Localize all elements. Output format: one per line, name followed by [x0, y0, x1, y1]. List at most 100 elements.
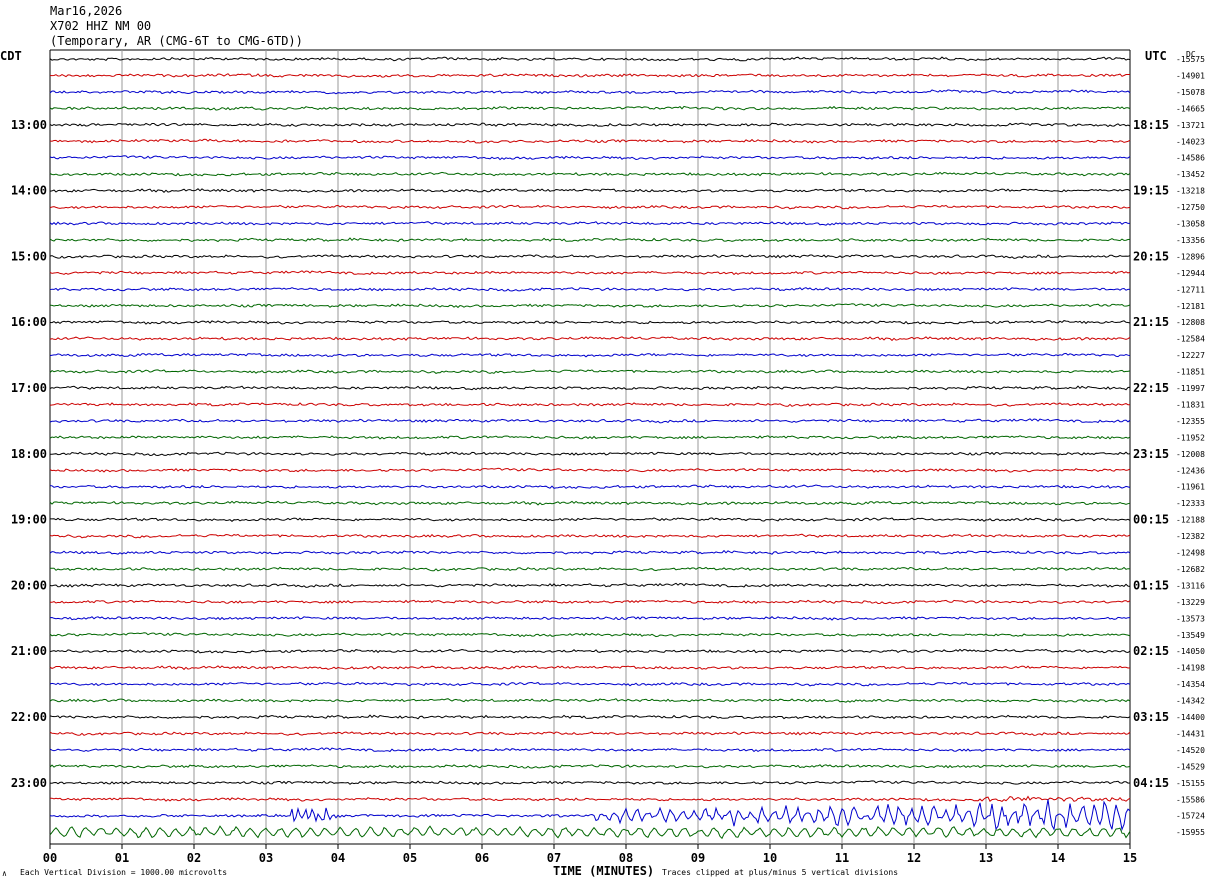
dc-offset-label: -14520	[1176, 746, 1205, 755]
cdt-axis-label: CDT	[0, 49, 22, 63]
seismic-trace	[49, 270, 1131, 276]
dc-offset-label: -14342	[1176, 697, 1205, 706]
seismic-trace	[49, 188, 1131, 193]
dc-offset-label: -13229	[1176, 598, 1205, 607]
dc-offset-label: -15955	[1176, 828, 1205, 837]
seismic-trace	[49, 435, 1131, 440]
dc-offset-label: -14198	[1176, 664, 1205, 673]
seismic-trace	[49, 352, 1131, 358]
dc-offset-label: -12355	[1176, 417, 1205, 426]
dc-offset-label: -14529	[1176, 762, 1205, 771]
dc-offset-label: -14586	[1176, 154, 1205, 163]
x-tick-label: 01	[115, 851, 129, 865]
date-label: Mar16,2026	[50, 4, 123, 18]
seismic-trace	[49, 500, 1131, 506]
seismic-trace	[49, 451, 1131, 457]
utc-hour-label: 20:15	[1133, 249, 1169, 263]
seismic-trace	[49, 795, 1131, 802]
dc-offset-label: -11961	[1176, 483, 1205, 492]
dc-offset-label: -11952	[1176, 433, 1205, 442]
cdt-hour-label: 22:00	[11, 710, 47, 724]
seismic-trace	[49, 698, 1131, 703]
utc-axis-label: UTC	[1145, 49, 1167, 63]
seismic-trace	[49, 764, 1131, 769]
dc-offset-label: -13721	[1176, 121, 1205, 130]
utc-hour-label: 23:15	[1133, 447, 1169, 461]
dc-offset-label: -13058	[1176, 220, 1205, 229]
dc-offset-label: -12944	[1176, 269, 1205, 278]
dc-offset-label: -14431	[1176, 729, 1205, 738]
seismic-trace	[49, 105, 1131, 111]
x-tick-label: 12	[907, 851, 921, 865]
dc-offset-label: -13573	[1176, 614, 1205, 623]
seismic-trace	[49, 747, 1131, 753]
cdt-hour-label: 17:00	[11, 381, 47, 395]
dc-offset-label: -14901	[1176, 71, 1205, 80]
station-label: X702 HHZ NM 00	[50, 19, 152, 33]
clip-note: Traces clipped at plus/minus 5 vertical …	[662, 868, 899, 877]
utc-hour-label: 04:15	[1133, 776, 1169, 790]
x-tick-label: 13	[979, 851, 993, 865]
x-tick-label: 03	[259, 851, 273, 865]
x-tick-label: 15	[1123, 851, 1137, 865]
seismic-trace	[49, 825, 1131, 840]
corner-mark: ∧	[2, 869, 7, 878]
cdt-hour-label: 21:00	[11, 644, 47, 658]
seismic-trace	[49, 566, 1131, 572]
dc-offset-label: -12711	[1176, 285, 1205, 294]
seismic-trace	[49, 320, 1131, 325]
seismic-trace	[49, 385, 1131, 391]
dc-offset-label: -13116	[1176, 581, 1205, 590]
seismic-trace	[49, 204, 1131, 210]
utc-hour-label: 21:15	[1133, 315, 1169, 329]
utc-hour-label: 02:15	[1133, 644, 1169, 658]
cdt-hour-label: 19:00	[11, 513, 47, 527]
cdt-hour-label: 16:00	[11, 315, 47, 329]
dc-offset-label: -12584	[1176, 335, 1205, 344]
seismic-trace	[49, 549, 1131, 555]
seismic-trace	[49, 402, 1130, 407]
seismic-trace	[49, 632, 1131, 638]
dc-offset-label: -12382	[1176, 532, 1205, 541]
scale-note: Each Vertical Division = 1000.00 microvo…	[20, 868, 228, 877]
seismic-trace	[49, 780, 1131, 786]
utc-hour-label: 01:15	[1133, 578, 1169, 592]
seismic-trace	[49, 122, 1131, 128]
seismic-trace	[49, 138, 1131, 144]
x-tick-label: 08	[619, 851, 633, 865]
dc-offset-label: -13218	[1176, 187, 1205, 196]
seismic-trace	[49, 533, 1131, 539]
utc-hour-label: 22:15	[1133, 381, 1169, 395]
dc-offset-label: -12008	[1176, 450, 1205, 459]
dc-offset-label: -14665	[1176, 104, 1205, 113]
x-tick-label: 02	[187, 851, 201, 865]
dc-offset-label: -11997	[1176, 384, 1205, 393]
dc-offset-label: -14050	[1176, 647, 1205, 656]
dc-offset-label: -12808	[1176, 318, 1205, 327]
dc-offset-label: -15586	[1176, 795, 1205, 804]
seismic-trace	[49, 221, 1130, 226]
seismic-trace	[49, 714, 1131, 720]
seismic-trace	[49, 254, 1131, 259]
utc-hour-label: 00:15	[1133, 513, 1169, 527]
x-tick-label: 04	[331, 851, 345, 865]
dc-offset-label: -13549	[1176, 631, 1205, 640]
seismic-trace	[49, 303, 1131, 309]
cdt-hour-label: 13:00	[11, 118, 47, 132]
utc-hour-label: 03:15	[1133, 710, 1169, 724]
cdt-hour-label: 23:00	[11, 776, 47, 790]
dc-offset-label: -13452	[1176, 170, 1205, 179]
dc-offset-label: -12750	[1176, 203, 1205, 212]
utc-hour-label: 19:15	[1133, 184, 1169, 198]
x-tick-label: 14	[1051, 851, 1065, 865]
seismic-trace	[49, 799, 1131, 832]
dc-offset-label: -11851	[1176, 368, 1205, 377]
seismic-trace	[49, 287, 1131, 292]
seismic-trace	[49, 582, 1131, 588]
dc-offset-label: -12436	[1176, 466, 1205, 475]
dc-offset-label: -12227	[1176, 351, 1205, 360]
seismic-trace	[49, 73, 1130, 78]
x-tick-label: 00	[43, 851, 57, 865]
seismic-trace	[49, 665, 1131, 671]
